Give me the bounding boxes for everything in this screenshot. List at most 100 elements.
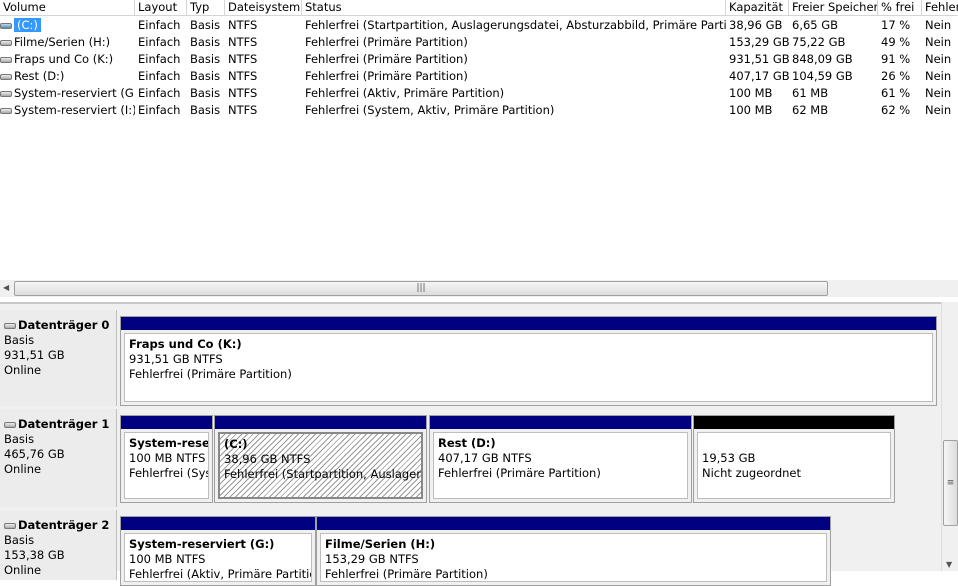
cell-frei: 61 MB	[792, 86, 829, 100]
cell-volume: Rest (D:)	[0, 68, 135, 85]
volume-row[interactable]: (C:) Einfach Basis NTFS Fehlerfrei (Startpar…	[0, 17, 958, 34]
column-header-freier-speicher[interactable]: Freier Speicher	[789, 0, 878, 16]
disk-icon	[4, 322, 16, 329]
partition-size: 153,29 GB NTFS	[325, 552, 419, 566]
disk-label-1[interactable]: Datenträger 1 Basis 465,76 GB Online	[0, 409, 117, 507]
partition-size: 38,96 GB NTFS	[224, 452, 311, 466]
volume-name: Rest (D:)	[14, 69, 65, 83]
disk-type: Basis	[4, 533, 35, 547]
volume-row[interactable]: System-reserviert (I:) Einfach Basis NTFS Fe…	[0, 102, 958, 119]
cell-kap: 100 MB	[729, 86, 773, 100]
disk-size: 465,76 GB	[4, 447, 65, 461]
cell-layout: Einfach	[138, 35, 181, 49]
volume-row[interactable]: System-reserviert (G:) Einfach Basis NTFS Fe…	[0, 85, 958, 102]
cell-pct: 61 %	[881, 86, 911, 100]
scroll-down-arrow-icon[interactable]: ▼	[946, 560, 953, 569]
disk-label-0[interactable]: Datenträger 0 Basis 931,51 GB Online	[0, 310, 117, 406]
column-header-dateisystem[interactable]: Dateisystem	[225, 0, 302, 16]
partition-size: 19,53 GB	[702, 451, 756, 465]
cell-volume: Filme/Serien (H:)	[0, 34, 135, 51]
column-header-layout[interactable]: Layout	[135, 0, 187, 16]
cell-typ: Basis	[190, 35, 221, 49]
cell-layout: Einfach	[138, 69, 181, 83]
cell-fehler: Nein	[925, 35, 952, 49]
partition[interactable]: System-reserviert (G:) 100 MB NTFS Fehlerf…	[120, 516, 316, 586]
column-header-prozent-frei[interactable]: % frei	[878, 0, 922, 16]
disk-type: Basis	[4, 432, 35, 446]
disk-icon	[4, 421, 16, 428]
cell-volume: (C:)	[0, 17, 135, 34]
cell-fs: NTFS	[228, 52, 258, 66]
column-header-volume[interactable]: Volume	[0, 0, 135, 16]
cell-kap: 100 MB	[729, 103, 773, 117]
unallocated-space[interactable]: 19,53 GB Nicht zugeordnet	[693, 415, 895, 503]
cell-frei: 104,59 GB	[792, 69, 853, 83]
volume-name: System-reserviert (G:)	[14, 86, 135, 100]
cell-fehler: Nein	[925, 103, 952, 117]
disk-graphical-view: Datenträger 0 Basis 931,51 GB Online Fraps u…	[0, 302, 941, 586]
partition[interactable]: Filme/Serien (H:) 153,29 GB NTFS Fehlerfre…	[316, 516, 831, 586]
cell-fs: NTFS	[228, 103, 258, 117]
disk-size: 931,51 GB	[4, 348, 65, 362]
cell-volume: System-reserviert (I:)	[0, 102, 135, 119]
cell-pct: 26 %	[881, 69, 911, 83]
volume-row[interactable]: Fraps und Co (K:) Einfach Basis NTFS Fehlerf…	[0, 51, 958, 68]
partition[interactable]: (C:) 38,96 GB NTFS Fehlerfrei (Startpartit…	[214, 415, 427, 503]
cell-fehler: Nein	[925, 18, 952, 32]
column-header-typ[interactable]: Typ	[187, 0, 225, 16]
partition-type-bar	[215, 416, 426, 429]
volume-list-header: Volume Layout Typ Dateisystem Status Kap…	[0, 0, 958, 16]
cell-frei: 848,09 GB	[792, 52, 853, 66]
cell-fs: NTFS	[228, 86, 258, 100]
column-header-kapazitaet[interactable]: Kapazität	[726, 0, 789, 16]
cell-fs: NTFS	[228, 18, 258, 32]
partition-status: Fehlerfrei (System, Aktiv, Primäre Parti…	[129, 466, 209, 480]
drive-icon	[0, 107, 12, 114]
scrollbar-thumb[interactable]: |||	[14, 281, 828, 296]
partition-name: Rest (D:)	[438, 436, 496, 450]
disk-label-2[interactable]: Datenträger 2 Basis 153,38 GB Online	[0, 510, 117, 580]
cell-status: Fehlerfrei (Primäre Partition)	[305, 35, 468, 49]
cell-fehler: Nein	[925, 86, 952, 100]
cell-pct: 49 %	[881, 35, 911, 49]
column-header-status[interactable]: Status	[302, 0, 726, 16]
partition-type-bar	[121, 416, 212, 429]
drive-icon	[0, 56, 12, 63]
volume-row[interactable]: Rest (D:) Einfach Basis NTFS Fehlerfrei (Pri…	[0, 68, 958, 85]
cell-pct: 91 %	[881, 52, 911, 66]
cell-frei: 75,22 GB	[792, 35, 846, 49]
volume-row[interactable]: Filme/Serien (H:) Einfach Basis NTFS Fehlerf…	[0, 34, 958, 51]
partition-status: Fehlerfrei (Startpartition, Auslagerungs…	[224, 467, 423, 481]
cell-layout: Einfach	[138, 86, 181, 100]
partition-name: (C:)	[224, 437, 248, 451]
partition[interactable]: Rest (D:) 407,17 GB NTFS Fehlerfrei (Primä…	[429, 415, 692, 503]
cell-layout: Einfach	[138, 52, 181, 66]
partition-box: Rest (D:) 407,17 GB NTFS Fehlerfrei (Primä…	[433, 432, 688, 499]
scroll-left-arrow-icon[interactable]: ◀	[3, 283, 10, 292]
disk-name: Datenträger 0	[18, 318, 110, 332]
cell-typ: Basis	[190, 69, 221, 83]
cell-typ: Basis	[190, 52, 221, 66]
cell-pct: 62 %	[881, 103, 911, 117]
cell-status: Fehlerfrei (Startpartition, Auslagerungs…	[305, 18, 726, 32]
cell-status: Fehlerfrei (System, Aktiv, Primäre Parti…	[305, 103, 555, 117]
drive-icon	[0, 22, 12, 29]
partition[interactable]: Fraps und Co (K:) 931,51 GB NTFS Fehlerfre…	[120, 316, 937, 406]
vertical-scrollbar[interactable]: ≡ ▼	[941, 302, 958, 571]
partition-size: 407,17 GB NTFS	[438, 451, 532, 465]
scrollbar-thumb[interactable]: ≡	[943, 440, 958, 526]
cell-typ: Basis	[190, 103, 221, 117]
partition-name: Fraps und Co (K:)	[129, 337, 242, 351]
partition-size: 931,51 GB NTFS	[129, 352, 223, 366]
horizontal-scrollbar[interactable]: ◀ |||	[0, 280, 958, 297]
disk-icon	[4, 522, 16, 529]
column-header-fehler[interactable]: Fehler	[925, 0, 958, 14]
partition-status: Nicht zugeordnet	[702, 466, 802, 480]
partition-box: 19,53 GB Nicht zugeordnet	[697, 432, 891, 499]
volume-name: Fraps und Co (K:)	[14, 52, 114, 66]
drive-icon	[0, 73, 12, 80]
partition-size: 100 MB NTFS	[129, 451, 206, 465]
drive-icon	[0, 90, 12, 97]
